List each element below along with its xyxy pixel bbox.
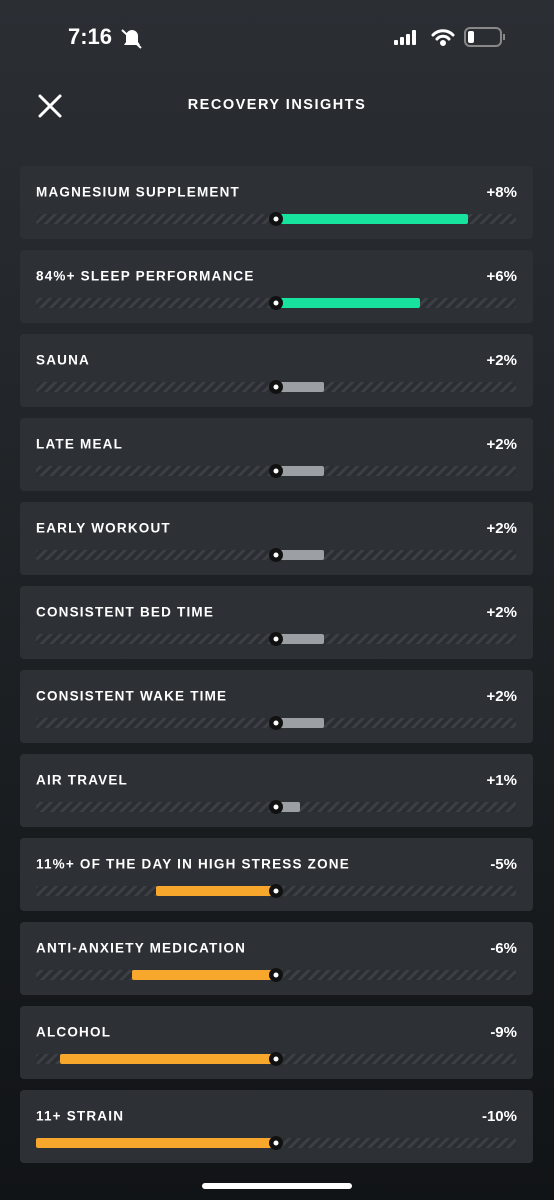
card: [20, 250, 533, 323]
insight-value: -5%: [490, 856, 517, 873]
insight-name: 11%+ OF THE DAY IN HIGH STRESS ZONE: [36, 857, 350, 872]
insight-value: +8%: [487, 184, 517, 201]
insight-value: -9%: [490, 1024, 517, 1041]
bar: [276, 214, 468, 224]
card: [20, 838, 533, 911]
insight-value: +2%: [487, 604, 517, 621]
insight-name: ANTI-ANXIETY MEDICATION: [36, 941, 246, 956]
insight-value: +1%: [487, 772, 517, 789]
mute-icon: [121, 29, 142, 49]
insight-value: +2%: [487, 352, 517, 369]
close-button[interactable]: [38, 94, 62, 118]
insight-name: LATE MEAL: [36, 437, 123, 452]
insight-value: -10%: [482, 1108, 517, 1125]
bar: [276, 550, 324, 560]
insight-value: -6%: [490, 940, 517, 957]
card: [20, 1090, 533, 1163]
insight-name: AIR TRAVEL: [36, 773, 128, 788]
battery-icon: [464, 27, 505, 47]
insight-value: +2%: [487, 688, 517, 705]
home-indicator: [202, 1183, 352, 1189]
bar: [156, 886, 276, 896]
card: [20, 1006, 533, 1079]
origin-dot-inner: [273, 468, 279, 474]
insight-name: MAGNESIUM SUPPLEMENT: [36, 185, 240, 200]
wifi-icon: [431, 29, 455, 46]
origin-dot-inner: [273, 216, 279, 222]
card: [20, 922, 533, 995]
card: [20, 166, 533, 239]
insight-name: SAUNA: [36, 353, 90, 368]
bar: [132, 970, 276, 980]
origin-dot-inner: [273, 552, 279, 558]
card: [20, 418, 533, 491]
card: [20, 502, 533, 575]
origin-dot-inner: [273, 972, 279, 978]
card: [20, 586, 533, 659]
card: [20, 754, 533, 827]
bar: [276, 298, 420, 308]
card: [20, 334, 533, 407]
signal-icon: [394, 30, 416, 45]
header-title: RECOVERY INSIGHTS: [188, 97, 367, 113]
insight-value: +2%: [487, 520, 517, 537]
insight-value: +2%: [487, 436, 517, 453]
bar: [60, 1054, 276, 1064]
insight-name: CONSISTENT BED TIME: [36, 605, 214, 620]
origin-dot-inner: [273, 888, 279, 894]
insight-name: EARLY WORKOUT: [36, 521, 171, 536]
bar: [276, 466, 324, 476]
origin-dot-inner: [273, 1140, 279, 1146]
insight-name: 11+ STRAIN: [36, 1109, 124, 1124]
origin-dot-inner: [273, 804, 279, 810]
insight-name: CONSISTENT WAKE TIME: [36, 689, 227, 704]
insight-name: ALCOHOL: [36, 1025, 111, 1040]
bar: [276, 718, 324, 728]
origin-dot-inner: [273, 636, 279, 642]
card: [20, 670, 533, 743]
status-time: 7:16: [68, 24, 112, 49]
origin-dot-inner: [273, 384, 279, 390]
insight-name: 84%+ SLEEP PERFORMANCE: [36, 269, 255, 284]
bar: [276, 382, 324, 392]
origin-dot-inner: [273, 1056, 279, 1062]
origin-dot-inner: [273, 720, 279, 726]
origin-dot-inner: [273, 300, 279, 306]
bar: [276, 634, 324, 644]
bar: [36, 1138, 276, 1148]
insight-value: +6%: [487, 268, 517, 285]
